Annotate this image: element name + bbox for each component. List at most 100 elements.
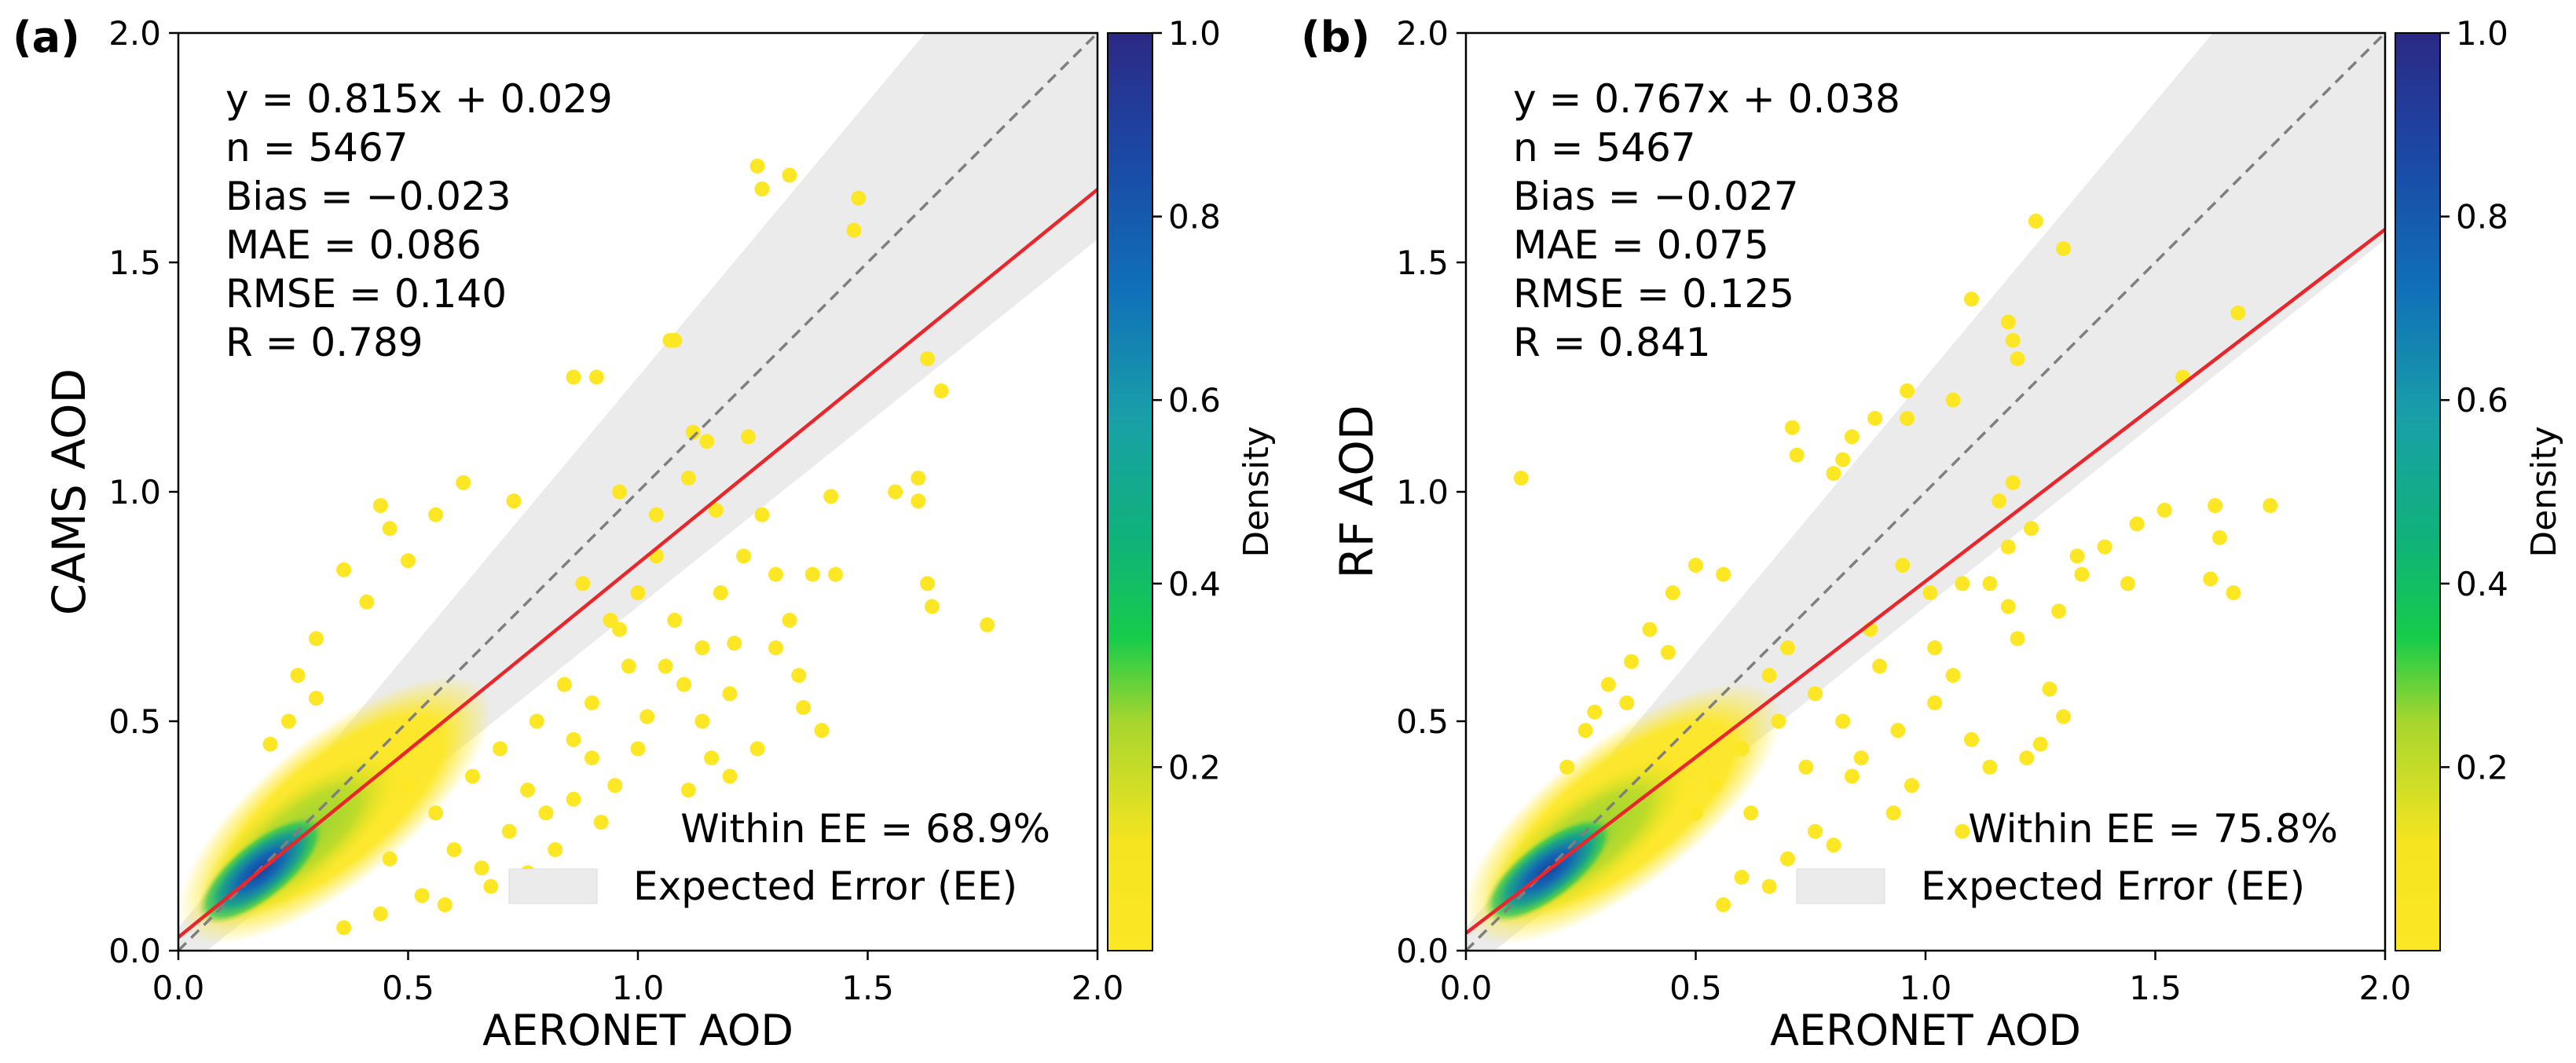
scatter-point <box>713 585 728 600</box>
scatter-point <box>924 599 940 614</box>
scatter-point <box>911 493 926 509</box>
scatter-point <box>2000 539 2016 555</box>
stat-equation: y = 0.815x + 0.029 <box>225 76 613 122</box>
scatter-point <box>639 709 655 724</box>
x-tick-label: 0.5 <box>382 969 434 1007</box>
colorbar-tick-label: 0.2 <box>1168 748 1221 786</box>
scatter-point <box>1904 778 1919 794</box>
colorbar: 0.2 0.4 0.6 0.8 1.0 Density <box>1107 14 1277 951</box>
panel-label: (b) <box>1301 13 1370 62</box>
scatter-point <box>1964 731 1979 747</box>
scatter-point <box>980 617 995 632</box>
scatter-point <box>556 676 572 692</box>
legend-label: Expected Error (EE) <box>1921 863 2305 909</box>
x-tick-label: 1.5 <box>841 969 894 1007</box>
scatter-point <box>2156 502 2172 518</box>
scatter-point <box>694 640 710 656</box>
scatter-point <box>823 489 839 504</box>
scatter-point <box>1900 383 1915 399</box>
regression-line <box>178 188 1097 939</box>
scatter-point <box>1600 676 1616 692</box>
scatter-point <box>1992 493 2007 509</box>
x-tick-label: 2.0 <box>2359 969 2412 1007</box>
scatter-point <box>782 613 797 629</box>
scatter-point <box>1945 668 1961 684</box>
stats-annotation: y = 0.815x + 0.029 n = 5467 Bias = −0.02… <box>225 76 613 365</box>
scatter-point <box>1587 704 1603 720</box>
panel-b: (b) y = 0.767x + 0.038 n = 5467 Bias = −… <box>1301 13 2564 1055</box>
y-tick-label: 0.5 <box>108 702 161 741</box>
scatter-point <box>2024 521 2039 537</box>
scatter-point <box>584 750 599 766</box>
scatter-point <box>446 842 462 858</box>
scatter-point <box>846 222 862 238</box>
scatter-point <box>804 566 820 582</box>
colorbar-tick-label: 0.8 <box>1168 198 1221 236</box>
scatter-point <box>401 553 416 569</box>
scatter-point <box>1660 644 1676 660</box>
scatter-point <box>1577 723 1593 739</box>
scatter-point <box>2263 498 2278 514</box>
scatter-point <box>1688 557 1703 573</box>
scatter-point <box>2211 530 2227 545</box>
y-tick-label: 1.5 <box>108 244 161 282</box>
x-tick-label: 0.0 <box>1440 969 1493 1007</box>
scatter-point <box>1900 411 1915 427</box>
scatter-point <box>612 484 628 500</box>
scatter-point <box>2230 305 2246 321</box>
scatter-point <box>493 741 508 757</box>
colorbar-tick-label: 0.8 <box>2456 198 2508 236</box>
scatter-point <box>382 521 398 537</box>
scatter-point <box>1945 392 1961 408</box>
scatter-point <box>501 823 517 839</box>
scatter-point <box>1927 695 1943 711</box>
scatter-point <box>782 167 797 183</box>
scatter-point <box>749 158 765 174</box>
colorbar-tick-label: 0.2 <box>2456 748 2508 786</box>
scatter-point <box>1734 870 1750 885</box>
scatter-point <box>1826 838 1841 853</box>
scatter-point <box>1642 621 1658 637</box>
y-axis-ticks: 0.0 0.5 1.0 1.5 2.0 <box>1396 14 1466 970</box>
scatter-point <box>680 470 696 486</box>
scatter-point <box>1780 640 1795 656</box>
scatter-point <box>699 434 715 449</box>
scatter-point <box>359 594 375 610</box>
scatter-point <box>1706 778 1722 794</box>
within-ee-text: Within EE = 68.9% <box>680 806 1050 852</box>
scatter-point <box>736 548 752 564</box>
scatter-point <box>612 621 628 637</box>
scatter-point <box>814 723 830 739</box>
stat-r: R = 0.789 <box>225 320 423 365</box>
scatter-point <box>588 369 604 385</box>
scatter-points <box>1513 213 2278 913</box>
scatter-point <box>428 805 444 821</box>
scatter-point <box>1927 640 1943 656</box>
panel-label: (a) <box>13 13 80 62</box>
scatter-point <box>548 842 563 858</box>
scatter-point <box>1867 411 1883 427</box>
colorbar-ticks: 0.2 0.4 0.6 0.8 1.0 <box>1152 14 1221 786</box>
scatter-point <box>1688 805 1703 821</box>
colorbar-gradient <box>1107 32 1153 951</box>
scatter-point <box>520 783 536 798</box>
y-tick-label: 0.5 <box>1396 702 1449 741</box>
scatter-point <box>1872 658 1887 674</box>
stat-rmse: RMSE = 0.125 <box>1513 271 1794 317</box>
scatter-point <box>2097 539 2112 555</box>
scatter-point <box>2056 240 2071 256</box>
scatter-point <box>1955 576 1970 592</box>
legend-swatch <box>508 868 598 904</box>
legend-label: Expected Error (EE) <box>633 863 1017 909</box>
y-axis-ticks: 0.0 0.5 1.0 1.5 2.0 <box>108 14 178 970</box>
x-axis-ticks: 0.0 0.5 1.0 1.5 2.0 <box>152 951 1123 1007</box>
scatter-point <box>754 181 770 197</box>
scatter-point <box>1890 723 1906 739</box>
scatter-point <box>2032 736 2048 752</box>
within-ee-text: Within EE = 75.8% <box>1968 806 2338 852</box>
scatter-point <box>2051 603 2067 619</box>
scatter-point <box>658 658 673 674</box>
scatter-point <box>584 695 599 711</box>
scatter-point <box>1808 823 1823 839</box>
